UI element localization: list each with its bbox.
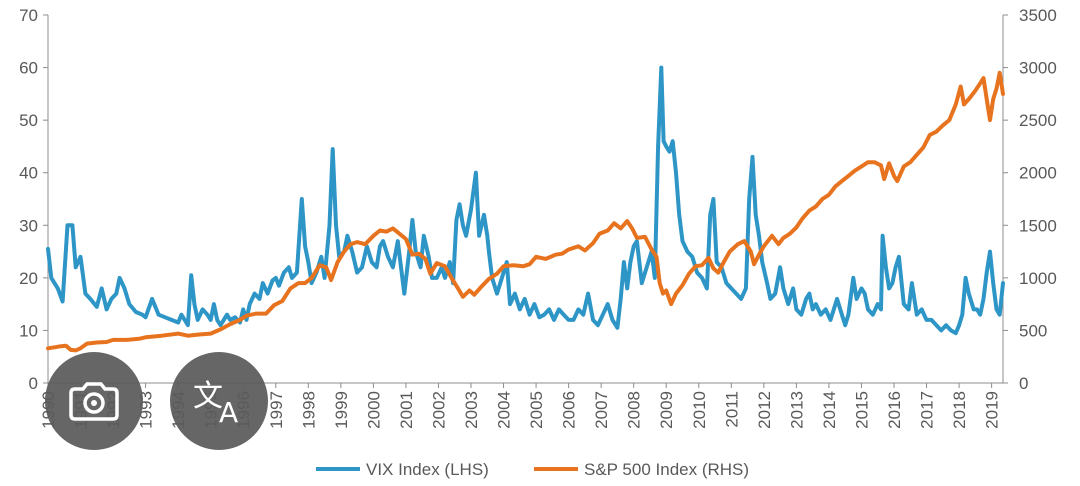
translate-icon: 文 A — [193, 379, 238, 426]
right-tick-label: 500 — [1019, 321, 1047, 340]
x-tick-label: 2004 — [495, 391, 514, 429]
left-tick-label: 20 — [19, 269, 38, 288]
right-tick-label: 3500 — [1019, 6, 1057, 25]
left-tick-label: 30 — [19, 216, 38, 235]
x-tick-label: 1999 — [332, 391, 351, 429]
left-tick-label: 40 — [19, 164, 38, 183]
x-tick-label: 2009 — [657, 391, 676, 429]
right-tick-label: 2000 — [1019, 164, 1057, 183]
x-tick-label: 2015 — [852, 391, 871, 429]
x-tick-label: 2011 — [722, 391, 741, 428]
right-tick-label: 3000 — [1019, 59, 1057, 78]
right-tick-label: 2500 — [1019, 111, 1057, 130]
spx-series-line — [46, 70, 1005, 353]
camera-icon — [69, 382, 119, 421]
right-tick-label: 1000 — [1019, 269, 1057, 288]
legend: VIX Index (LHS) S&P 500 Index (RHS) — [316, 460, 749, 479]
x-tick-label: 2014 — [820, 391, 839, 429]
right-tick-label: 0 — [1019, 374, 1028, 393]
left-tick-label: 60 — [19, 59, 38, 78]
x-tick-label: 2017 — [918, 391, 937, 429]
left-tick-label: 0 — [29, 374, 38, 393]
translate-button[interactable]: 文 A — [170, 352, 268, 450]
translate-glyph-primary: 文 — [193, 379, 223, 414]
camera-search-button[interactable] — [45, 352, 143, 450]
x-tick-label: 1998 — [299, 391, 318, 429]
left-tick-label: 10 — [19, 321, 38, 340]
x-tick-label: 2019 — [983, 391, 1002, 429]
x-tick-label: 2008 — [625, 391, 644, 429]
left-tick-label: 70 — [19, 6, 38, 25]
x-tick-label: 2016 — [885, 391, 904, 429]
x-tick-label: 2002 — [429, 391, 448, 429]
legend-label-vix: VIX Index (LHS) — [366, 460, 489, 479]
right-axis-ticks: 0 500 1000 1500 2000 2500 3000 3500 — [1003, 6, 1057, 393]
x-tick-label: 2000 — [364, 391, 383, 429]
legend-label-spx: S&P 500 Index (RHS) — [584, 460, 749, 479]
left-tick-label: 50 — [19, 111, 38, 130]
x-tick-label: 2013 — [787, 391, 806, 429]
right-tick-label: 1500 — [1019, 216, 1057, 235]
vix-series-line — [46, 65, 1005, 336]
x-tick-label: 2005 — [527, 391, 546, 429]
left-axis-ticks: 0 10 20 30 40 50 60 70 — [19, 6, 48, 393]
x-tick-label: 2010 — [690, 391, 709, 429]
x-tick-label: 1997 — [267, 391, 286, 429]
translate-glyph-secondary: A — [219, 396, 238, 426]
series-group — [46, 65, 1005, 353]
x-tick-label: 2006 — [560, 391, 579, 429]
x-tick-label: 2003 — [462, 391, 481, 429]
x-tick-label: 2001 — [397, 391, 416, 429]
axes — [47, 15, 1004, 384]
x-tick-label: 2012 — [755, 391, 774, 429]
x-tick-label: 2018 — [950, 391, 969, 429]
x-tick-label: 2007 — [592, 391, 611, 429]
